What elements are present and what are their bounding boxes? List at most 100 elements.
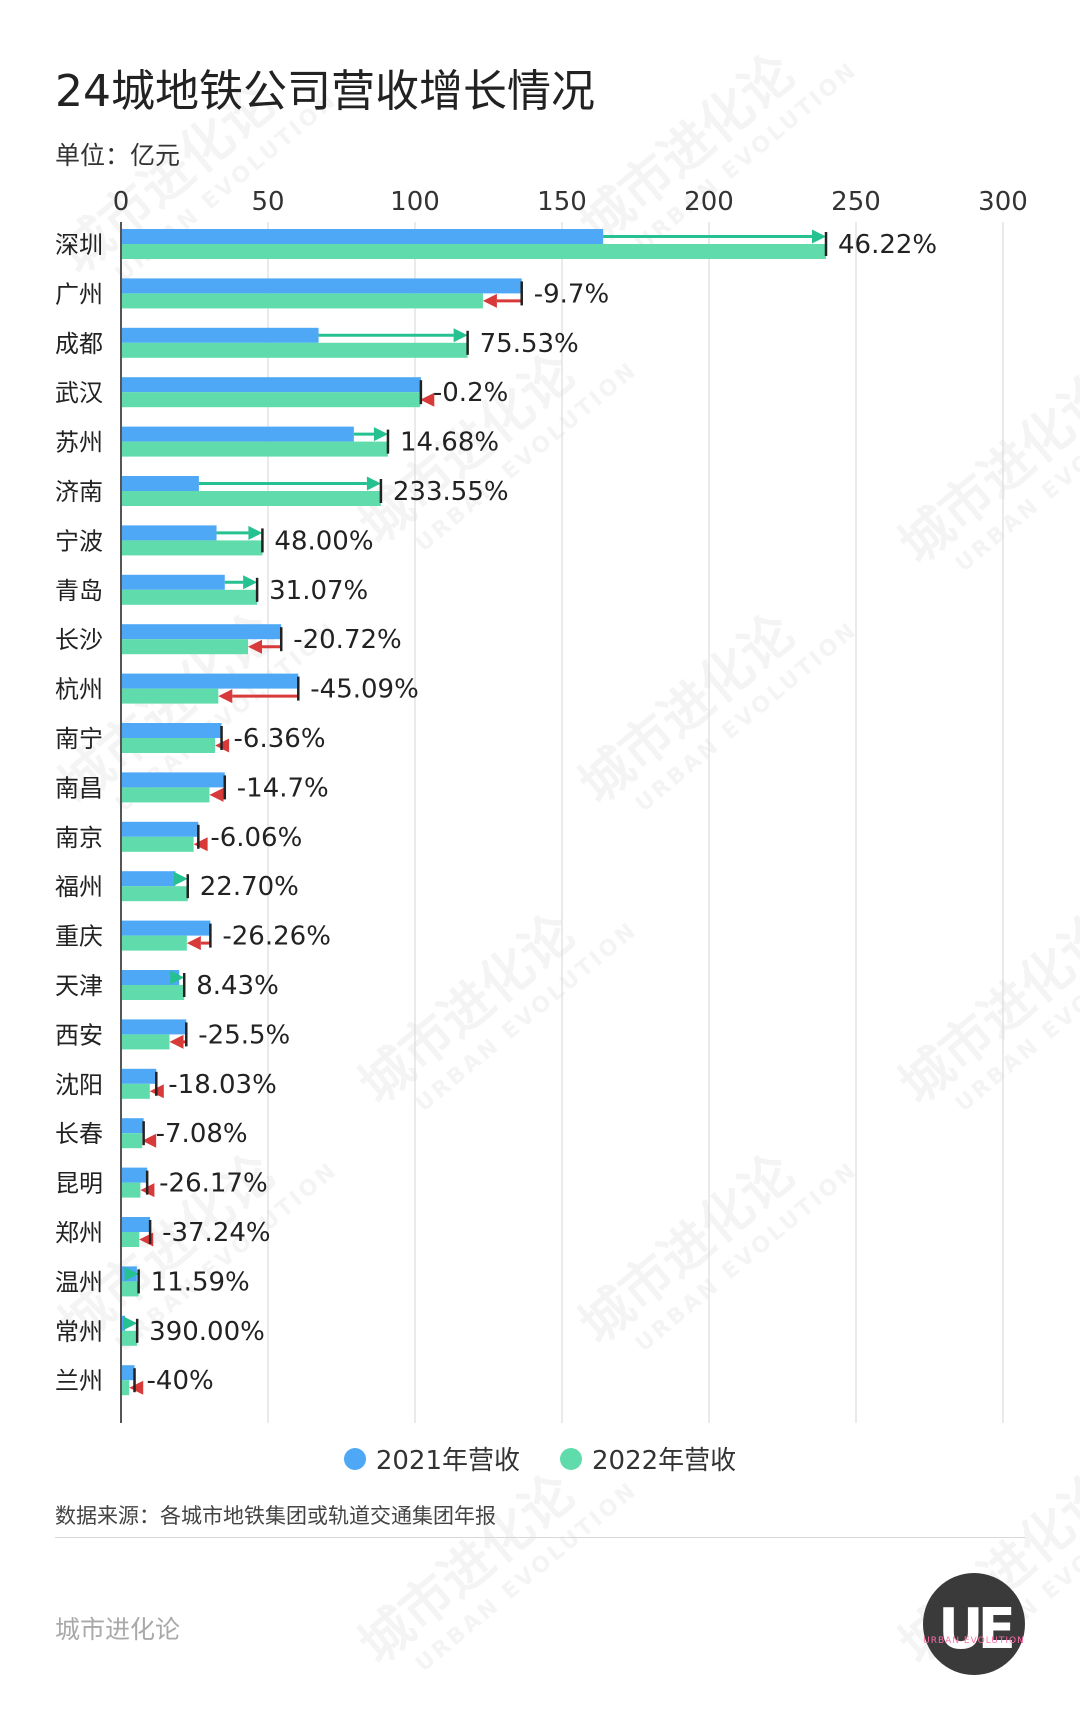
category-label: 西安 (55, 1021, 103, 1049)
bar-2022 (122, 1182, 141, 1198)
growth-label: -25.5% (198, 1020, 290, 1050)
change-arrow-head (243, 575, 258, 590)
logo-subtext: URBAN EVOLUTION (923, 1635, 1025, 1646)
change-arrow-head (366, 476, 381, 491)
bar-2022 (122, 639, 249, 655)
bar-2021 (122, 624, 282, 640)
category-label: 深圳 (55, 231, 103, 259)
bar-2021 (122, 426, 354, 442)
data-source-note: 数据来源：各城市地铁集团或轨道交通集团年报 (55, 1504, 496, 1528)
bar-2021 (122, 1068, 157, 1084)
bar-2022 (122, 1083, 150, 1099)
category-label: 常州 (55, 1318, 103, 1346)
bar-2021 (122, 1217, 151, 1232)
category-label: 苏州 (55, 429, 103, 457)
bar-2021 (122, 1365, 135, 1381)
bar-2021 (122, 1019, 187, 1035)
growth-label: -6.36% (234, 724, 326, 754)
growth-label: 48.00% (274, 526, 373, 556)
bar-2022 (122, 540, 263, 556)
bar-2022 (122, 491, 381, 506)
category-label: 重庆 (55, 923, 103, 951)
growth-label: 46.22% (838, 230, 937, 260)
growth-label: 8.43% (196, 971, 279, 1001)
bar-2022 (122, 342, 468, 358)
footer-divider (55, 1537, 1025, 1538)
bar-2022 (122, 688, 219, 704)
change-arrow-head (129, 1380, 144, 1395)
category-label: 福州 (55, 873, 103, 901)
change-arrow-head (248, 639, 263, 654)
category-label: 济南 (55, 478, 103, 506)
growth-label: -6.06% (210, 823, 302, 853)
bar-2022 (122, 1281, 139, 1297)
bar-2021 (122, 476, 199, 491)
bar-2021 (122, 327, 319, 343)
change-arrow-head (248, 525, 263, 540)
change-arrow-head (812, 229, 827, 244)
brand-name: 城市进化论 (55, 1615, 181, 1644)
category-label: 成都 (55, 330, 103, 358)
bar-2022 (122, 1330, 138, 1346)
category-label: 广州 (55, 280, 103, 308)
change-arrow-head (209, 787, 224, 802)
change-arrow-head (173, 871, 188, 886)
bar-2021 (122, 377, 421, 393)
bar-2021 (122, 723, 222, 738)
brand-logo: UE URBAN EVOLUTION (923, 1573, 1025, 1675)
growth-label: 31.07% (269, 576, 368, 606)
growth-label: -26.17% (159, 1169, 268, 1199)
category-label: 宁波 (55, 527, 103, 555)
bar-2022 (122, 886, 188, 902)
category-label: 南宁 (55, 725, 103, 753)
growth-label: -0.2% (433, 378, 508, 408)
bar-2021 (122, 871, 176, 887)
category-label: 沈阳 (55, 1071, 103, 1099)
bar-2021 (122, 525, 217, 541)
bar-2022 (122, 589, 258, 605)
change-arrow-head (142, 1133, 157, 1148)
legend-swatch-2021 (343, 1447, 366, 1470)
growth-label: 233.55% (393, 477, 509, 507)
legend-item-2022: 2022年营收 (560, 1440, 736, 1477)
bar-2021 (122, 1167, 148, 1183)
bar-2022 (122, 392, 421, 408)
legend-label-2022: 2022年营收 (592, 1446, 737, 1476)
bar-2022 (122, 935, 187, 951)
bar-2022 (122, 293, 483, 309)
category-label: 南昌 (55, 774, 103, 802)
logo-mark: UE (938, 1596, 1016, 1662)
growth-label: -26.26% (222, 922, 331, 952)
x-tick-label: 100 (390, 187, 440, 217)
growth-label: -45.09% (310, 675, 419, 705)
bar-2021 (122, 1118, 144, 1134)
change-arrow-head (453, 328, 468, 343)
change-arrow-head (482, 293, 497, 308)
category-label: 杭州 (55, 676, 103, 704)
category-label: 武汉 (55, 379, 103, 407)
bar-2021 (122, 821, 199, 837)
growth-label: -7.08% (156, 1119, 248, 1149)
category-label: 青岛 (55, 577, 103, 605)
change-arrow-head (420, 392, 435, 407)
legend: 2021年营收 2022年营收 (0, 1440, 1080, 1477)
growth-label: 11.59% (151, 1267, 250, 1297)
growth-label: -40% (147, 1366, 214, 1396)
category-label: 天津 (55, 972, 103, 1000)
change-arrow-head (169, 1034, 184, 1049)
growth-label: -37.24% (162, 1218, 271, 1248)
bar-2022 (122, 1380, 130, 1396)
x-tick-label: 300 (978, 187, 1028, 217)
bar-2021 (122, 970, 180, 985)
bar-2022 (122, 1232, 140, 1247)
chart-title: 24城地铁公司营收增长情况 (55, 66, 595, 117)
x-tick-label: 50 (251, 187, 284, 217)
change-arrow-head (373, 427, 388, 442)
growth-label: 22.70% (200, 872, 299, 902)
bar-2021 (122, 574, 225, 590)
category-label: 长春 (55, 1120, 103, 1148)
bar-2022 (122, 441, 388, 457)
bar-2022 (122, 1034, 170, 1050)
bar-2022 (122, 1133, 143, 1149)
change-arrow-head (124, 1266, 139, 1281)
